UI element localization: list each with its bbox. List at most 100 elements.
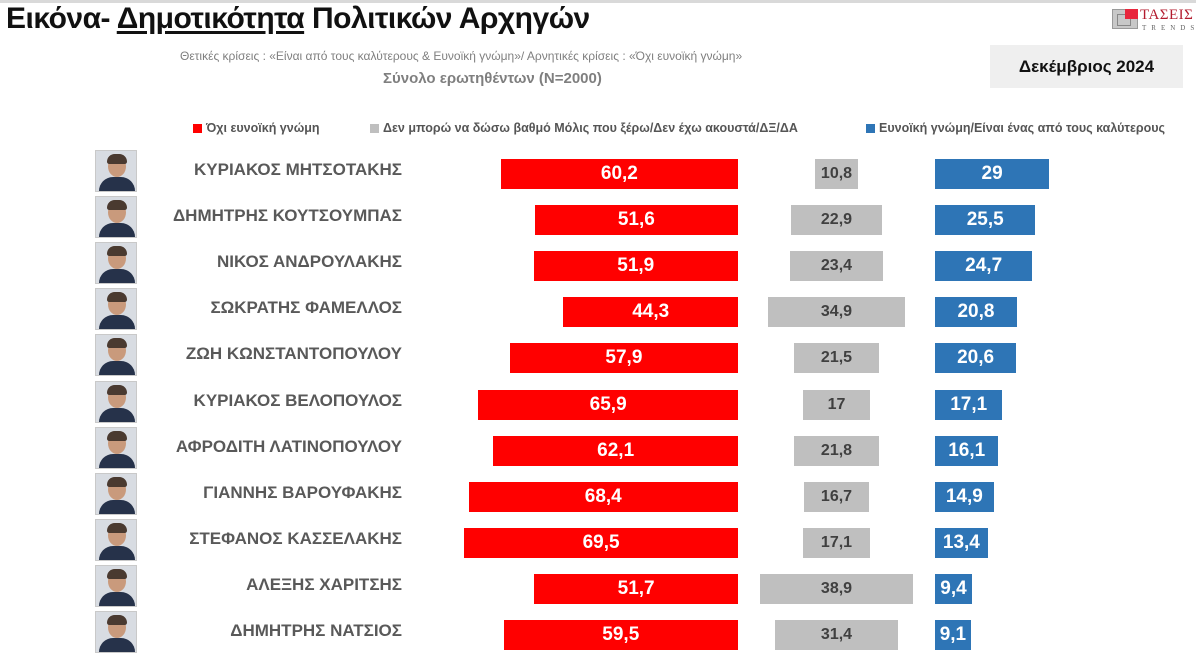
bar-positive: 17,1 bbox=[935, 389, 1003, 420]
bar-negative: 51,6 bbox=[534, 205, 738, 236]
leader-photo bbox=[95, 334, 137, 377]
bar-negative: 68,4 bbox=[468, 481, 738, 512]
bar-negative: 57,9 bbox=[509, 343, 738, 374]
logo-text: ΤΑΣΕΙΣ bbox=[1140, 7, 1194, 23]
leader-row: ΣΤΕΦΑΝΟΣ ΚΑΣΣΕΛΑΚΗΣ 69,5 17,1 13,4 bbox=[0, 517, 1196, 563]
legend-item-negative: Όχι ευνοϊκή γνώμη bbox=[193, 121, 320, 135]
photo-hair-shape bbox=[107, 154, 127, 164]
bar-neutral: 21,5 bbox=[794, 343, 879, 374]
photo-body-shape bbox=[99, 545, 135, 560]
leader-row: ΖΩΗ ΚΩΝΣΤΑΝΤΟΠΟΥΛΟΥ 57,9 21,5 20,6 bbox=[0, 332, 1196, 378]
photo-body-shape bbox=[99, 453, 135, 468]
photo-hair-shape bbox=[107, 200, 127, 211]
leader-photo bbox=[95, 288, 137, 331]
photo-hair-shape bbox=[107, 615, 127, 625]
leader-row: ΔΗΜΗΤΡΗΣ ΝΑΤΣΙΟΣ 59,5 31,4 9,1 bbox=[0, 609, 1196, 655]
bar-positive: 9,4 bbox=[935, 573, 973, 604]
legend-swatch-gray-icon bbox=[370, 123, 379, 133]
bar-neutral: 38,9 bbox=[759, 573, 914, 604]
leader-row: ΚΥΡΙΑΚΟΣ ΒΕΛΟΠΟΥΛΟΣ 65,9 17 17,1 bbox=[0, 379, 1196, 425]
bar-positive: 16,1 bbox=[935, 435, 999, 466]
leader-name: ΖΩΗ ΚΩΝΣΤΑΝΤΟΠΟΥΛΟΥ bbox=[185, 344, 402, 364]
bar-neutral: 10,8 bbox=[815, 159, 858, 189]
photo-hair-shape bbox=[107, 338, 127, 349]
bar-negative: 65,9 bbox=[478, 389, 738, 420]
photo-body-shape bbox=[99, 591, 135, 606]
photo-body-shape bbox=[99, 361, 135, 376]
legend-item-neutral: Δεν μπορώ να δώσω βαθμό Μόλις που ξέρω/Δ… bbox=[370, 121, 798, 135]
leader-photo bbox=[95, 611, 137, 653]
bar-positive: 20,6 bbox=[935, 343, 1017, 374]
photo-hair-shape bbox=[107, 384, 127, 395]
bar-neutral: 21,8 bbox=[793, 435, 880, 466]
title-suffix: Πολιτικών Αρχηγών bbox=[304, 2, 590, 35]
legend-swatch-red-icon bbox=[193, 123, 202, 133]
photo-body-shape bbox=[99, 499, 135, 514]
leader-row: ΑΦΡΟΔΙΤΗ ΛΑΤΙΝΟΠΟΥΛΟΥ 62,1 21,8 16,1 bbox=[0, 425, 1196, 471]
legend-label: Όχι ευνοϊκή γνώμη bbox=[206, 121, 320, 135]
leader-row: ΑΛΕΞΗΣ ΧΑΡΙΤΣΗΣ 51,7 38,9 9,4 bbox=[0, 563, 1196, 609]
bar-negative: 59,5 bbox=[503, 620, 738, 650]
leader-name: ΔΗΜΗΤΡΗΣ ΝΑΤΣΙΟΣ bbox=[230, 621, 402, 640]
leader-photo bbox=[95, 472, 137, 515]
photo-body-shape bbox=[99, 638, 135, 652]
photo-body-shape bbox=[99, 223, 135, 238]
bar-positive: 24,7 bbox=[935, 251, 1033, 282]
photo-body-shape bbox=[99, 407, 135, 422]
leader-row: ΝΙΚΟΣ ΑΝΔΡΟΥΛΑΚΗΣ 51,9 23,4 24,7 bbox=[0, 240, 1196, 286]
bar-positive: 29 bbox=[935, 159, 1050, 189]
bar-negative: 69,5 bbox=[464, 527, 738, 558]
date-badge: Δεκέμβριος 2024 bbox=[990, 45, 1183, 88]
top-border bbox=[0, 0, 1196, 3]
leader-name: ΑΦΡΟΔΙΤΗ ΛΑΤΙΝΟΠΟΥΛΟΥ bbox=[175, 436, 402, 456]
photo-hair-shape bbox=[107, 292, 127, 303]
leader-row: ΓΙΑΝΝΗΣ ΒΑΡΟΥΦΑΚΗΣ 68,4 16,7 14,9 bbox=[0, 471, 1196, 517]
bar-negative: 44,3 bbox=[563, 297, 738, 328]
title-prefix: Εικόνα- bbox=[6, 2, 117, 35]
bar-neutral: 23,4 bbox=[790, 251, 883, 282]
leader-name: ΑΛΕΞΗΣ ΧΑΡΙΤΣΗΣ bbox=[246, 574, 402, 594]
leader-photo bbox=[95, 380, 137, 423]
leader-photo bbox=[95, 426, 137, 469]
bar-negative: 51,7 bbox=[534, 573, 738, 604]
bar-positive: 20,8 bbox=[935, 297, 1017, 328]
leader-photo bbox=[95, 564, 137, 607]
photo-hair-shape bbox=[107, 568, 127, 579]
bar-negative: 51,9 bbox=[533, 251, 738, 282]
bar-neutral: 34,9 bbox=[767, 297, 906, 328]
leader-name: ΚΥΡΙΑΚΟΣ ΒΕΛΟΠΟΥΛΟΣ bbox=[193, 390, 402, 410]
bar-positive: 9,1 bbox=[935, 620, 971, 650]
leader-name: ΝΙΚΟΣ ΑΝΔΡΟΥΛΑΚΗΣ bbox=[216, 252, 402, 272]
bar-neutral: 17 bbox=[803, 389, 870, 420]
photo-hair-shape bbox=[107, 430, 127, 441]
leader-name: ΓΙΑΝΝΗΣ ΒΑΡΟΥΦΑΚΗΣ bbox=[203, 482, 402, 502]
photo-hair-shape bbox=[107, 246, 127, 257]
subtitle: Θετικές κρίσεις : «Είναι από τους καλύτε… bbox=[180, 49, 743, 63]
bar-neutral: 31,4 bbox=[774, 620, 899, 650]
legend-item-positive: Ευνοϊκή γνώμη/Είναι ένας από τους καλύτε… bbox=[866, 121, 1165, 135]
bar-neutral: 16,7 bbox=[803, 481, 870, 512]
page-title: Εικόνα- Δημοτικότητα Πολιτικών Αρχηγών bbox=[6, 2, 590, 36]
legend-label: Δεν μπορώ να δώσω βαθμό Μόλις που ξέρω/Δ… bbox=[383, 121, 798, 135]
leader-name: ΣΩΚΡΑΤΗΣ ΦΑΜΕΛΛΟΣ bbox=[210, 298, 402, 318]
leader-row: ΚΥΡΙΑΚΟΣ ΜΗΤΣΟΤΑΚΗΣ 60,2 10,8 29 bbox=[0, 148, 1196, 194]
logo-subtext: TRENDS bbox=[1142, 24, 1196, 32]
photo-body-shape bbox=[99, 269, 135, 284]
leader-name: ΚΥΡΙΑΚΟΣ ΜΗΤΣΟΤΑΚΗΣ bbox=[193, 160, 402, 179]
leader-photo bbox=[95, 196, 137, 239]
leader-photo bbox=[95, 150, 137, 192]
leader-photo bbox=[95, 518, 137, 561]
photo-body-shape bbox=[99, 315, 135, 330]
bar-neutral: 22,9 bbox=[791, 205, 882, 236]
sample-size: Σύνολο ερωτηθέντων (Ν=2000) bbox=[383, 70, 602, 87]
legend-label: Ευνοϊκή γνώμη/Είναι ένας από τους καλύτε… bbox=[879, 121, 1166, 135]
logo-mark-icon bbox=[1112, 9, 1138, 29]
bar-positive: 14,9 bbox=[935, 481, 994, 512]
title-underlined: Δημοτικότητα bbox=[116, 2, 305, 35]
photo-hair-shape bbox=[107, 476, 127, 487]
trends-logo: ΤΑΣΕΙΣ TRENDS bbox=[1112, 7, 1196, 33]
photo-body-shape bbox=[99, 177, 135, 191]
bar-negative: 62,1 bbox=[493, 435, 738, 466]
bar-positive: 13,4 bbox=[935, 527, 988, 558]
bar-positive: 25,5 bbox=[935, 205, 1036, 236]
